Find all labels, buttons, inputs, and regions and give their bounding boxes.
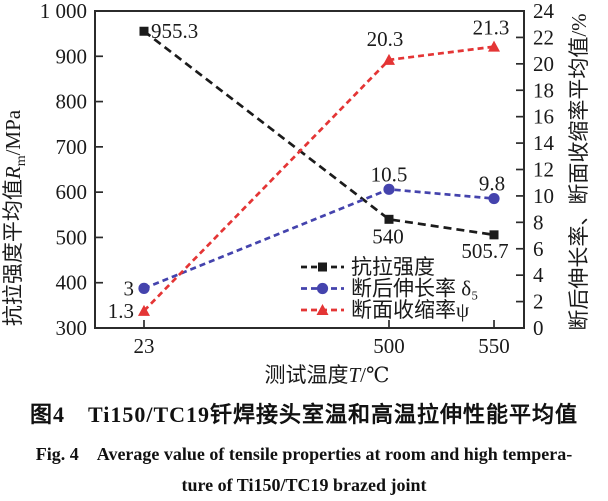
square-marker [318,262,327,272]
axis-ticks [95,36,524,328]
right-tick-label: 14 [533,131,555,155]
point-label: 540 [372,224,404,248]
x-title-unit: /℃ [360,363,389,387]
series-line-1 [143,187,495,290]
left-title-subscript: m [14,155,29,166]
caption-chinese: 图4 Ti150/TC19钎焊接头室温和高温拉伸性能平均值 [29,402,579,427]
x-axis-title: 测试温度T/℃ [264,363,389,387]
x-tick-label: 23 [133,334,154,358]
data-point-labels: 955.3 540 505.7 3 10.5 9.8 1.3 20.3 21.3 [108,16,510,323]
point-label: 1.3 [108,299,134,323]
x-tick-label: 500 [373,334,405,358]
circle-marker [383,183,395,195]
axis-titles: 测试温度T/℃ 抗拉强度平均值Rm/MPa 断后伸长率、断面收缩率平均值/% [1,13,591,387]
left-tick-label: 1 000 [40,0,87,23]
square-marker [139,26,149,36]
right-tick-label: 24 [533,0,555,23]
point-label: 505.7 [461,239,508,263]
circle-marker [316,282,329,295]
right-tick-label: 8 [533,210,544,234]
right-tick-label: 20 [533,52,554,76]
point-label: 20.3 [367,27,404,51]
triangle-marker [488,40,501,52]
legend-label-1: 断后伸长率 δ₅ [351,277,478,301]
triangle-marker [382,53,395,65]
left-tick-label: 800 [56,90,88,114]
right-tick-label: 4 [533,263,544,287]
left-title-unit: /MPa [1,109,25,155]
left-tick-label: 400 [56,271,88,295]
left-tick-label: 600 [56,180,88,204]
left-tick-label: 500 [56,225,88,249]
data-series [137,26,501,316]
series-line-0 [143,30,495,237]
circle-marker [138,282,150,294]
point-label: 21.3 [473,16,510,40]
right-tick-label: 18 [533,78,554,102]
legend-label-0: 抗拉强度 [351,255,435,279]
right-tick-label: 12 [533,158,554,182]
point-label: 9.8 [479,172,505,196]
right-tick-label: 22 [533,25,554,49]
circle-marker [488,192,500,205]
right-tick-label: 10 [533,184,554,208]
triangle-marker [316,304,329,315]
right-tick-label: 2 [533,290,544,314]
triangle-marker [137,304,150,316]
square-marker [384,214,394,224]
x-title-symbol: T [348,363,361,387]
left-axis-title: 抗拉强度平均值Rm/MPa [1,109,29,326]
left-title-symbol: R [1,166,25,180]
caption-english-line1: Fig. 4 Average value of tensile properti… [35,444,573,464]
point-label: 10.5 [371,162,408,186]
square-marker [489,230,499,240]
legend-label-2: 断面收缩率ψ [351,298,469,322]
left-title-cn: 抗拉强度平均值 [1,179,25,326]
left-tick-label: 700 [56,135,88,159]
point-label: 3 [123,276,134,300]
caption-english-line2: ture of Ti150/TC19 brazed joint [181,475,427,495]
left-tick-label: 300 [56,316,88,340]
right-tick-label: 6 [533,237,544,261]
point-label: 955.3 [151,19,198,43]
x-title-cn: 测试温度 [264,363,348,387]
right-tick-label: 0 [533,316,544,340]
left-tick-label: 900 [56,44,88,68]
x-tick-label: 550 [478,334,510,358]
right-axis-title: 断后伸长率、断面收缩率平均值/% [567,13,591,330]
right-tick-label: 16 [533,105,554,129]
